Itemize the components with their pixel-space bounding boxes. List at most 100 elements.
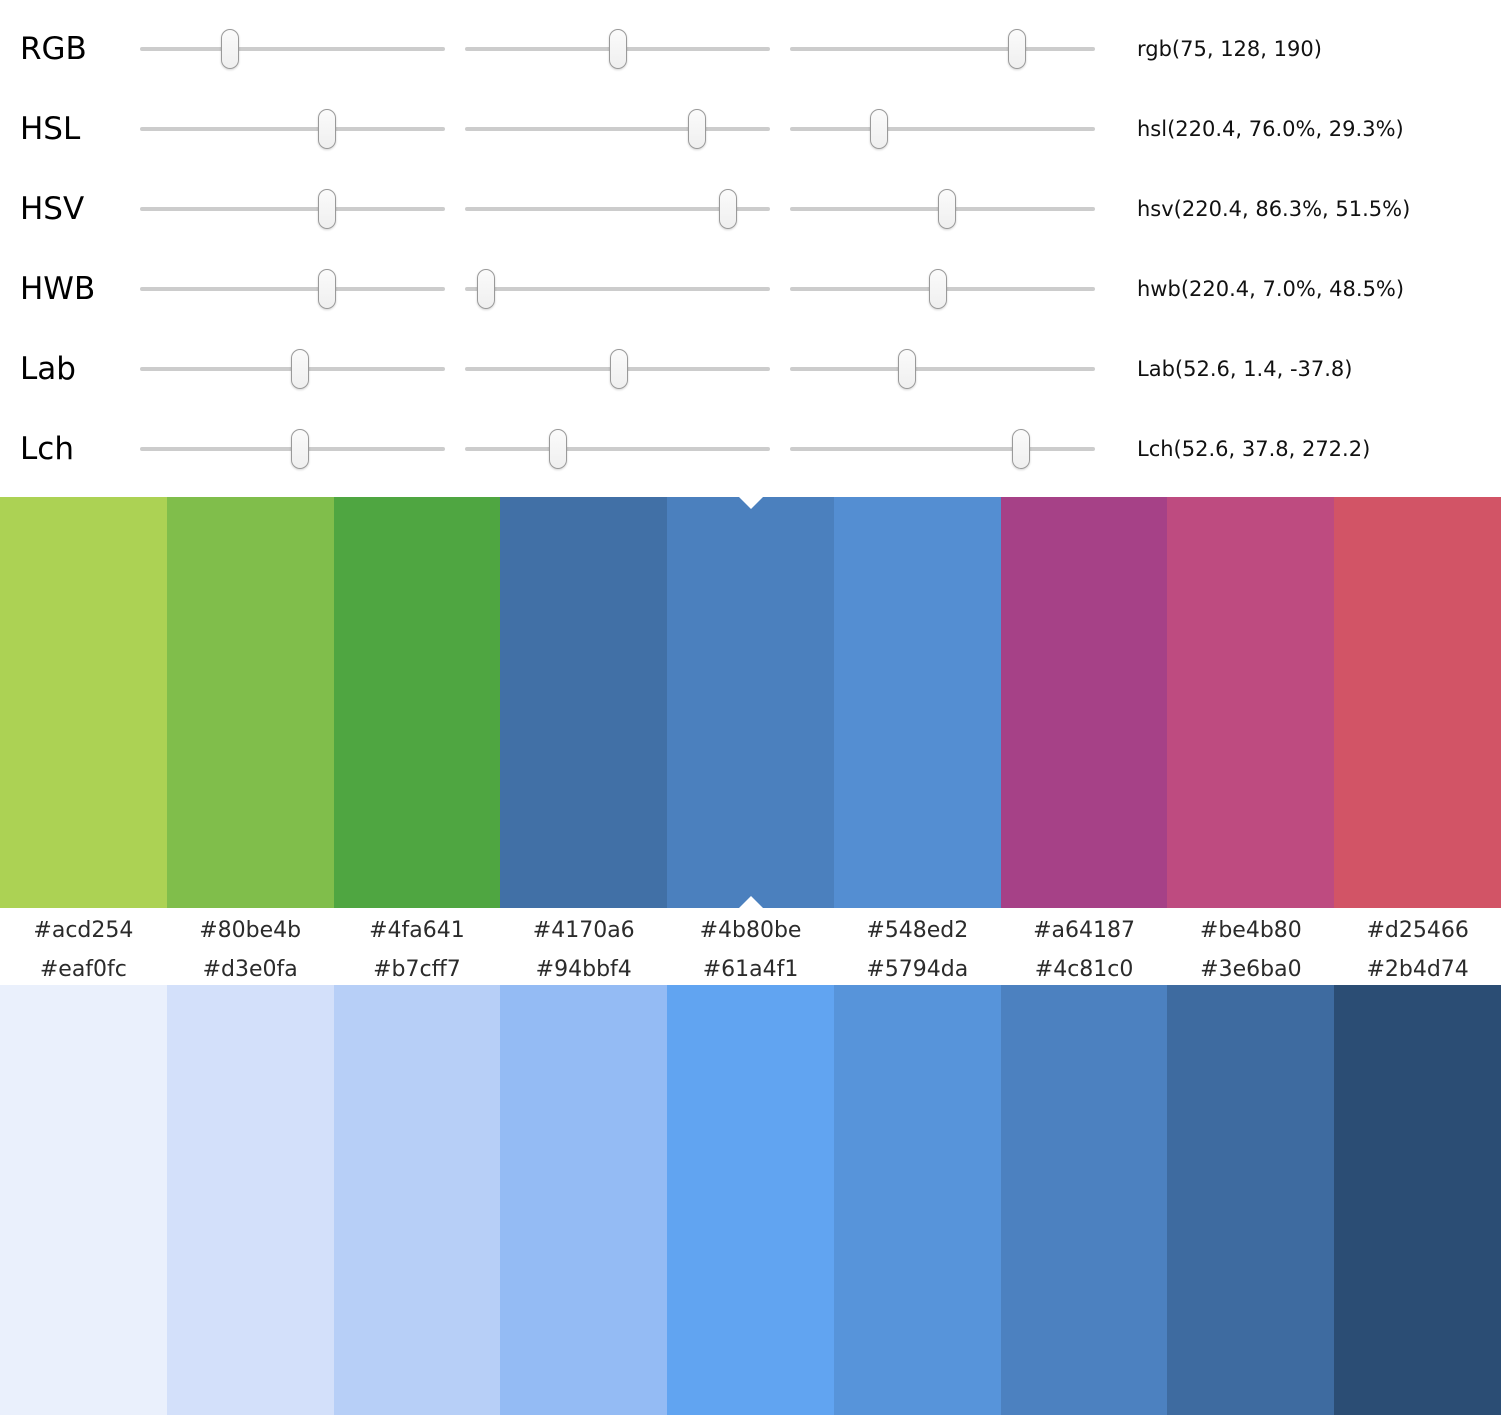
slider-row-rgb: RGB rgb(75, 128, 190) — [0, 9, 1501, 89]
slider-track-line — [790, 127, 1095, 131]
palette-swatch[interactable] — [166, 985, 334, 1415]
slider-handle[interactable] — [938, 189, 957, 229]
palette-swatch[interactable] — [500, 497, 668, 908]
slider-handle[interactable] — [687, 109, 706, 149]
swatch-hex-label: #eaf0fc — [39, 957, 127, 982]
palette-swatch[interactable] — [333, 497, 501, 908]
slider-handle[interactable] — [609, 349, 628, 389]
slider-handle[interactable] — [1008, 29, 1027, 69]
slider-handle[interactable] — [317, 269, 336, 309]
palette-swatch[interactable] — [166, 497, 334, 908]
slider-handle[interactable] — [291, 429, 310, 469]
palette-swatch[interactable] — [1167, 497, 1335, 908]
color-value-readout: hwb(220.4, 7.0%, 48.5%) — [1137, 277, 1405, 301]
color-value-readout: hsl(220.4, 76.0%, 29.3%) — [1137, 117, 1404, 141]
slider-track-line — [140, 127, 445, 131]
slider-track-1[interactable] — [140, 345, 445, 393]
slider-track-2[interactable] — [465, 105, 770, 153]
slider-track-3[interactable] — [790, 265, 1095, 313]
shade-palette — [0, 985, 1501, 1415]
slider-handle[interactable] — [317, 189, 336, 229]
palette-swatch[interactable] — [1334, 985, 1501, 1415]
slider-handle[interactable] — [549, 429, 568, 469]
slider-handle[interactable] — [897, 349, 916, 389]
palette-swatch[interactable] — [0, 985, 167, 1415]
palette-swatch-selected[interactable] — [667, 497, 834, 908]
slider-track-2[interactable] — [465, 25, 770, 73]
slider-row-hsl: HSL hsl(220.4, 76.0%, 29.3%) — [0, 89, 1501, 169]
swatch-hex-label: #acd254 — [33, 918, 134, 943]
swatch-hex-label: #548ed2 — [866, 918, 969, 943]
selected-swatch-notch-top-icon — [738, 497, 763, 509]
swatch-hex-label: #94bbf4 — [535, 957, 632, 982]
palette-swatch[interactable] — [0, 497, 167, 908]
slider-handle[interactable] — [928, 269, 947, 309]
palette-swatch[interactable] — [667, 985, 834, 1415]
swatch-hex-label: #2b4d74 — [1366, 957, 1469, 982]
colorspace-label: HSV — [20, 191, 85, 227]
color-value-readout: Lab(52.6, 1.4, -37.8) — [1137, 357, 1353, 381]
slider-track-line — [790, 47, 1095, 51]
palette-swatch[interactable] — [500, 985, 668, 1415]
slider-track-1[interactable] — [140, 185, 445, 233]
slider-track-line — [790, 447, 1095, 451]
slider-track-line — [790, 367, 1095, 371]
colorspace-label: HSL — [20, 111, 81, 147]
colorspace-label: Lab — [20, 351, 76, 387]
palette-swatch[interactable] — [1334, 497, 1501, 908]
swatch-hex-label: #4b80be — [699, 918, 802, 943]
slider-track-line — [465, 287, 770, 291]
slider-track-1[interactable] — [140, 25, 445, 73]
swatch-hex-label: #80be4b — [199, 918, 302, 943]
swatch-hex-label: #3e6ba0 — [1200, 957, 1302, 982]
hue-palette-hex-labels: #acd254 #80be4b #4fa641 #4170a6 #4b80be … — [0, 908, 1501, 954]
colorspace-label: Lch — [20, 431, 74, 467]
palette-swatch[interactable] — [1000, 985, 1168, 1415]
slider-track-3[interactable] — [790, 25, 1095, 73]
slider-track-1[interactable] — [140, 265, 445, 313]
selected-swatch-notch-bottom-icon — [738, 896, 763, 908]
slider-track-1[interactable] — [140, 105, 445, 153]
color-slider-panel: RGB rgb(75, 128, 190) HSL hsl(220.4, — [0, 0, 1501, 489]
palette-swatch[interactable] — [833, 985, 1001, 1415]
palette-swatch[interactable] — [1000, 497, 1168, 908]
slider-handle[interactable] — [317, 109, 336, 149]
slider-row-lab: Lab Lab(52.6, 1.4, -37.8) — [0, 329, 1501, 409]
swatch-hex-label: #4c81c0 — [1034, 957, 1134, 982]
slider-handle[interactable] — [870, 109, 889, 149]
hue-palette — [0, 497, 1501, 908]
swatch-hex-label: #d25466 — [1366, 918, 1469, 943]
slider-handle[interactable] — [1011, 429, 1030, 469]
slider-row-lch: Lch Lch(52.6, 37.8, 272.2) — [0, 409, 1501, 489]
palette-swatch[interactable] — [1167, 985, 1335, 1415]
swatch-hex-label: #61a4f1 — [702, 957, 799, 982]
slider-track-3[interactable] — [790, 185, 1095, 233]
slider-track-line — [465, 127, 770, 131]
slider-track-line — [140, 47, 445, 51]
slider-track-line — [465, 447, 770, 451]
slider-handle[interactable] — [291, 349, 310, 389]
slider-track-line — [140, 207, 445, 211]
swatch-hex-label: #4170a6 — [532, 918, 635, 943]
slider-handle[interactable] — [719, 189, 738, 229]
slider-handle[interactable] — [220, 29, 239, 69]
slider-track-1[interactable] — [140, 425, 445, 473]
slider-handle[interactable] — [609, 29, 628, 69]
slider-track-2[interactable] — [465, 265, 770, 313]
slider-track-2[interactable] — [465, 345, 770, 393]
color-value-readout: Lch(52.6, 37.8, 272.2) — [1137, 437, 1371, 461]
slider-track-2[interactable] — [465, 425, 770, 473]
slider-track-3[interactable] — [790, 345, 1095, 393]
swatch-hex-label: #5794da — [866, 957, 969, 982]
palette-swatch[interactable] — [333, 985, 501, 1415]
colorspace-label: HWB — [20, 271, 96, 307]
slider-handle[interactable] — [477, 269, 496, 309]
palette-swatch[interactable] — [833, 497, 1001, 908]
swatch-hex-label: #b7cff7 — [373, 957, 461, 982]
slider-track-3[interactable] — [790, 105, 1095, 153]
colorspace-label: RGB — [20, 31, 87, 67]
slider-row-hwb: HWB hwb(220.4, 7.0%, 48.5%) — [0, 249, 1501, 329]
slider-track-3[interactable] — [790, 425, 1095, 473]
color-value-readout: rgb(75, 128, 190) — [1137, 37, 1322, 61]
slider-track-2[interactable] — [465, 185, 770, 233]
